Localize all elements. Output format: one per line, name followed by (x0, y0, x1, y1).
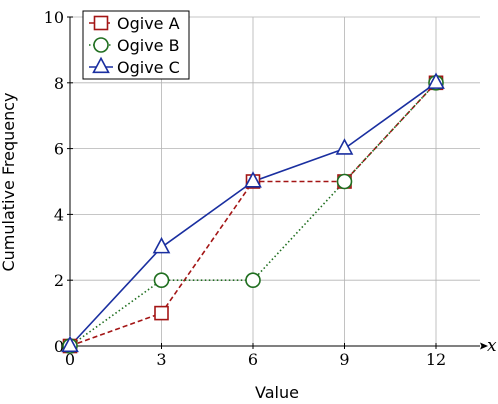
x-tick-label: 9 (339, 350, 349, 369)
y-axis-label: Cumulative Frequency (0, 92, 18, 271)
x-axis-variable: x (487, 336, 497, 356)
data-point-ogive-b (245, 272, 261, 289)
x-tick-label: 12 (426, 350, 446, 369)
x-axis-arrow (480, 342, 488, 350)
data-point-ogive-b (336, 173, 353, 190)
data-point-ogive-c (427, 72, 445, 89)
data-point-ogive-c (335, 138, 354, 155)
legend-marker-3 (92, 56, 110, 74)
tick-labels: 0 3 6 9 12 0 2 4 6 8 10 (44, 8, 447, 369)
y-tick-label: 2 (54, 271, 64, 290)
legend-label-3: Ogive C (117, 58, 180, 77)
x-tick-label: 3 (156, 350, 166, 369)
axes (67, 16, 488, 350)
y-tick-label: 6 (54, 140, 64, 159)
legend: Ogive A Ogive B Ogive C (82, 10, 190, 80)
x-tick-label: 6 (248, 350, 258, 369)
y-tick-label: 10 (44, 8, 64, 27)
y-tick-label: 4 (54, 205, 64, 224)
legend-marker-2 (93, 37, 109, 53)
y-tick-label: 8 (54, 74, 64, 93)
y-tick-label: 0 (54, 337, 64, 356)
legend-label-2: Ogive B (117, 36, 180, 55)
data-point-ogive-c (152, 236, 171, 254)
x-axis-label: Value (255, 383, 299, 402)
data-point-ogive-b (153, 272, 170, 289)
series-markers (61, 72, 445, 354)
data-point-ogive-c (61, 335, 79, 353)
x-tick-label: 0 (65, 350, 75, 369)
legend-marker-1 (93, 15, 109, 31)
data-point-ogive-c (244, 171, 262, 188)
data-point-ogive-a (154, 305, 169, 321)
legend-label-1: Ogive A (117, 14, 180, 33)
